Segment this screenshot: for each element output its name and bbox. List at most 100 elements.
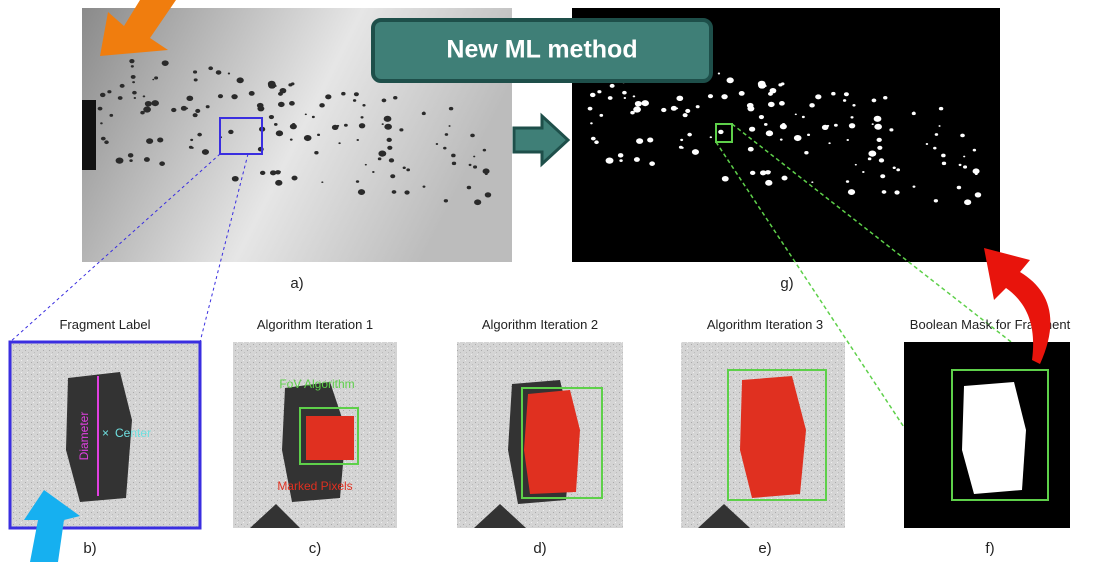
fragment (483, 149, 486, 152)
annotation: Diameter (77, 412, 91, 461)
fragment (768, 171, 771, 173)
fragment (278, 171, 281, 173)
fragment (687, 133, 692, 137)
fragment (444, 199, 448, 202)
fragment (354, 92, 359, 96)
fragment (154, 76, 158, 79)
fragment (760, 170, 766, 175)
fragment (319, 103, 325, 107)
fragment (159, 161, 165, 166)
fragment (157, 138, 163, 143)
fragment (852, 104, 855, 107)
fragment (721, 94, 727, 99)
fragment (594, 140, 599, 144)
fragment (145, 101, 152, 107)
fragment (880, 174, 885, 178)
fragment (883, 96, 887, 100)
fragment (941, 154, 946, 158)
fragment (647, 138, 653, 143)
fragment (131, 75, 136, 79)
fragment (827, 125, 830, 127)
annotation: FoV Algorithm (279, 377, 354, 391)
fragment (846, 139, 849, 141)
fragment (325, 94, 331, 99)
panel-title: Algorithm Iteration 3 (707, 317, 823, 332)
fragment (312, 116, 315, 118)
fragment (260, 171, 265, 175)
fragment (128, 153, 134, 157)
fragment (896, 168, 900, 171)
fragment (146, 138, 153, 144)
fragment (443, 147, 446, 150)
fragment (874, 116, 882, 122)
fragment (624, 97, 626, 99)
fragment (98, 107, 103, 111)
fragment (882, 190, 887, 194)
fragment (912, 112, 916, 115)
fragment (202, 149, 209, 155)
fragment (485, 173, 488, 175)
fragment (872, 123, 874, 125)
fragment (390, 174, 395, 178)
fragment (452, 162, 456, 165)
fragment (171, 108, 176, 112)
fragment (228, 73, 230, 75)
fragment (781, 125, 786, 129)
fragment (938, 125, 940, 127)
fragment (834, 124, 838, 127)
fragment (778, 83, 782, 86)
fragment (206, 105, 210, 108)
fragment (782, 176, 788, 181)
fragment (436, 143, 439, 145)
fragment (268, 81, 276, 87)
fragment (116, 158, 124, 164)
fragment (939, 107, 943, 111)
fragment (101, 137, 106, 141)
panel-c: FoV Algorithm Marked Pixels (233, 342, 397, 528)
fragment (802, 116, 805, 118)
fragment (641, 100, 649, 106)
image-edge (82, 100, 96, 170)
fragment (186, 96, 193, 101)
fragment (683, 113, 688, 117)
fragment (314, 151, 318, 154)
fragment (748, 147, 754, 152)
fragment (619, 159, 622, 162)
panel-d (457, 342, 623, 528)
fragment (276, 130, 283, 136)
fragment (913, 185, 916, 187)
fragment (423, 185, 426, 187)
fragment (384, 116, 392, 122)
fragment (804, 151, 808, 154)
fragment (356, 139, 359, 141)
fragment (636, 138, 643, 144)
fragment (358, 189, 365, 195)
fragment (828, 142, 830, 144)
fragment (862, 171, 865, 173)
fragment (134, 97, 136, 99)
fragment (393, 96, 397, 100)
fragment (278, 92, 283, 96)
fragment (193, 70, 197, 73)
fragment (633, 95, 636, 97)
fragment (606, 158, 614, 164)
fragment (448, 125, 450, 127)
fragment (304, 135, 312, 141)
fragment (815, 94, 821, 99)
fragment (131, 65, 134, 67)
fragment (868, 150, 876, 156)
fragment (747, 106, 754, 112)
fragment (317, 134, 320, 136)
fragment (372, 171, 375, 173)
fragment (382, 99, 387, 103)
fragment (289, 101, 295, 106)
fragment (599, 114, 603, 117)
fragment (710, 136, 712, 138)
fragment (162, 60, 169, 66)
fragment (305, 113, 307, 115)
fragment (780, 139, 783, 141)
fragment (676, 107, 678, 109)
arrow (514, 116, 568, 164)
fragment (338, 142, 340, 144)
fragment (109, 114, 113, 117)
